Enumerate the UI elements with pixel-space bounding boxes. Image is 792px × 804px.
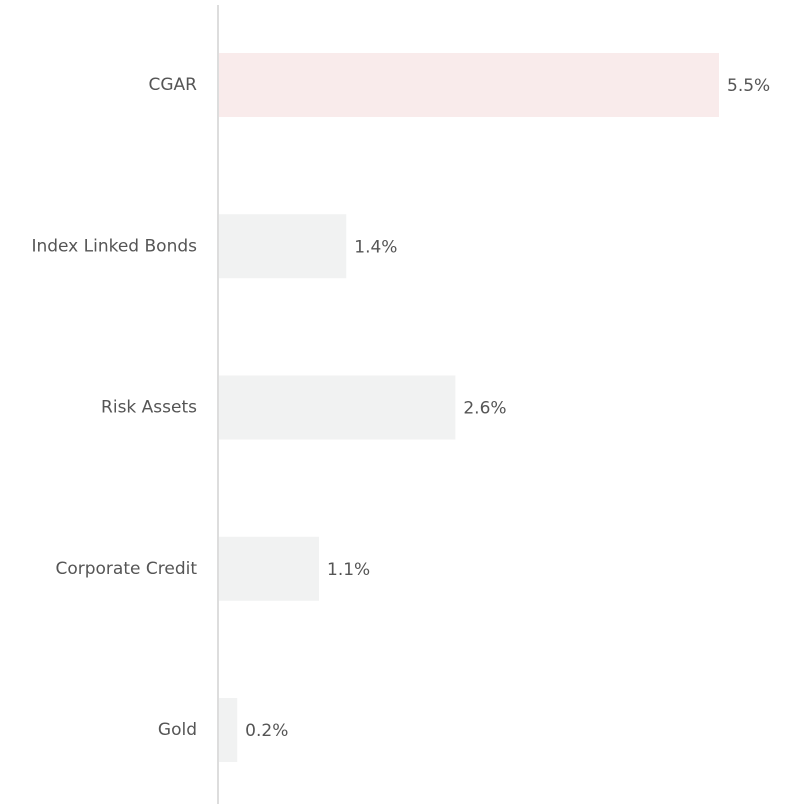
value-label: 5.5% [727,76,770,96]
category-label: Gold [158,720,197,740]
bar [219,536,319,601]
value-label: 1.4% [354,237,397,257]
category-label: CGAR [149,75,198,95]
category-label: Risk Assets [101,398,197,418]
value-label: 0.2% [245,721,288,741]
bar [219,375,456,440]
bar [219,214,347,279]
category-label: Index Linked Bonds [31,236,197,256]
value-label: 1.1% [327,560,370,580]
category-label: Corporate Credit [55,559,197,579]
bar [219,698,238,762]
bar [219,53,719,117]
value-label: 2.6% [463,399,506,419]
